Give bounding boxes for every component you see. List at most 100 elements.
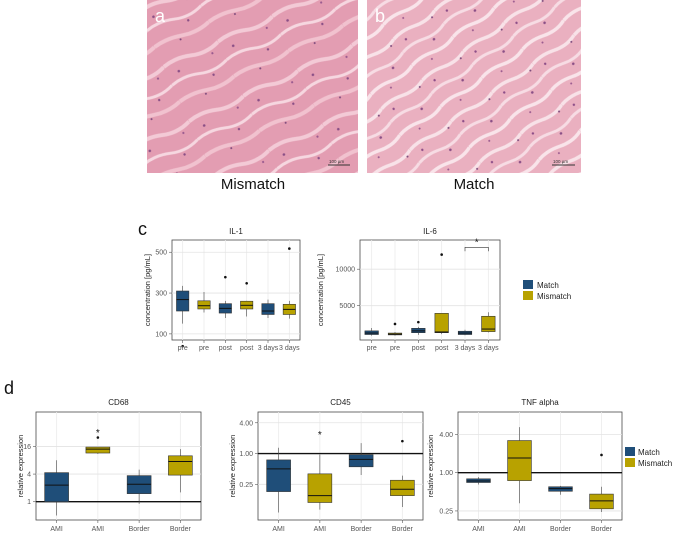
il6-box-1: [364, 327, 379, 336]
tnf-xtick-label: AMI: [472, 526, 485, 533]
cd45-significance-star: *: [318, 430, 322, 441]
cd68-box-2: [85, 436, 111, 454]
tnf-ytick-label: 1.00: [439, 470, 453, 477]
cd45-ytick-label: 4.00: [239, 420, 253, 427]
cd68-xtick-label: AMI: [92, 526, 105, 533]
il6-xtick-label: post: [412, 345, 425, 352]
cd45-box-2: [307, 454, 333, 510]
cd45-title: CD45: [330, 398, 351, 407]
cd45-ytick-label: 0.25: [239, 482, 253, 489]
il1-xtick-label: 3 days: [279, 345, 300, 352]
histology-panel-b: b 100 µm Match: [367, 0, 581, 193]
cd68-chart: 1 4 16 AMI AMI Border Border * CD68 relative expr…: [16, 398, 202, 533]
cd68-xtick-label: Border: [170, 526, 192, 533]
cd68-title: CD68: [108, 398, 129, 407]
cd68-box-1: [44, 460, 69, 516]
il6-significance-bracket: [464, 246, 489, 252]
outlier-point: [393, 322, 397, 326]
il1-xtick-label: post: [240, 345, 253, 352]
il1-xtick-label: pre: [178, 345, 188, 352]
il6-ytick-label: 5000: [339, 303, 355, 310]
cd68-ytick-label: 16: [23, 444, 31, 451]
box-iqr: [176, 290, 190, 312]
box-iqr: [507, 440, 532, 481]
box-iqr: [434, 313, 449, 334]
box-iqr: [85, 446, 111, 454]
il6-box-5: [457, 329, 473, 336]
legend-c-mismatch-swatch: [523, 291, 533, 300]
il1-box-5: [261, 299, 275, 318]
il1-xtick-label: post: [219, 345, 232, 352]
outlier-point: [440, 253, 443, 256]
il1-ytick-label: 500: [155, 250, 167, 257]
il1-plot-area: [171, 239, 301, 341]
il6-significance-star: *: [475, 237, 479, 248]
box-iqr: [390, 479, 415, 496]
outlier-point: [245, 281, 248, 285]
il6-ytick-label: 10000: [336, 267, 356, 274]
cd45-xtick-label: Border: [392, 526, 414, 533]
il6-xtick-label: pre: [390, 345, 400, 352]
cd68-xtick-label: Border: [129, 526, 151, 533]
tnf-xtick-label: AMI: [513, 526, 526, 533]
outlier-point: [96, 436, 100, 439]
tnf-ytick-label: 0.25: [439, 508, 453, 515]
scale-bar-label-a: 100 µm: [329, 159, 344, 164]
il1-chart: 100 300 500 pre pre post post 3 days 3 days IL-1 c…: [143, 227, 301, 352]
box-iqr: [481, 315, 496, 332]
il6-box-3: [411, 320, 426, 335]
cd45-box-3: [348, 443, 374, 475]
outlier-point: [417, 320, 420, 324]
tnf-xtick-label: Border: [591, 526, 613, 533]
histology-caption-b: Match: [454, 176, 495, 193]
il1-box-4: [240, 281, 254, 317]
il6-plot-area: [359, 239, 501, 341]
panel-letter-b: b: [375, 6, 385, 26]
panel-letter-d: d: [4, 378, 14, 398]
histology-image-b: [367, 0, 581, 173]
cd45-chart: 0.25 1.00 4.00 AMI AMI Border Border * CD45 relat…: [228, 398, 424, 533]
cd68-significance-star: *: [96, 428, 100, 439]
box-iqr: [348, 454, 374, 468]
cd68-ytick-label: 4: [27, 472, 31, 479]
histology-image-a: [147, 0, 358, 173]
cd45-xtick-label: Border: [351, 526, 373, 533]
box-iqr: [266, 459, 291, 492]
il1-xtick-label: 3 days: [258, 345, 279, 352]
panel-letter-a: a: [155, 6, 166, 26]
tnf-box-1: [466, 477, 491, 485]
cd68-ytick-label: 1: [27, 499, 31, 506]
il6-box-4: [434, 253, 449, 335]
cd45-ytick-label: 1.00: [239, 451, 253, 458]
cd45-box-4: [390, 439, 415, 507]
il6-chart: 5000 10000 pre pre post post 3 days 3 days * IL-6…: [316, 227, 501, 352]
il1-box-3: [218, 275, 232, 318]
box-iqr: [261, 303, 275, 315]
tnf-box-4: [589, 453, 614, 513]
il6-xtick-label: post: [435, 345, 448, 352]
il1-title: IL-1: [229, 227, 243, 236]
tnf-title: TNF alpha: [521, 398, 559, 407]
il6-xtick-label: pre: [367, 345, 377, 352]
cd45-xtick-label: AMI: [272, 526, 285, 533]
outlier-point: [288, 247, 291, 250]
box-iqr: [168, 455, 193, 476]
legend-c-match-label: Match: [537, 281, 559, 290]
il1-y-axis-label: concentration [pg/mL]: [143, 254, 152, 326]
il1-box-6: [282, 247, 296, 319]
box-iqr: [307, 473, 333, 503]
tnf-ytick-label: 4.00: [439, 432, 453, 439]
cd68-y-axis-label: relative expression: [16, 435, 25, 498]
legend-d-match-swatch: [625, 447, 635, 456]
il6-xtick-label: 3 days: [478, 345, 499, 352]
il1-box-2: [197, 292, 211, 313]
outlier-point: [600, 453, 603, 457]
legend-c: Match Mismatch: [523, 280, 571, 301]
cd68-box-3: [126, 469, 152, 504]
tnf-y-axis-label: relative expression: [426, 435, 435, 498]
box-iqr: [197, 300, 211, 310]
legend-d-mismatch-label: Mismatch: [638, 459, 672, 468]
il1-ytick-label: 100: [155, 331, 167, 338]
